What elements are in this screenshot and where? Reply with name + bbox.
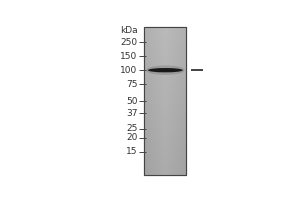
Ellipse shape (146, 65, 184, 75)
Text: 150: 150 (120, 52, 137, 61)
Ellipse shape (148, 68, 183, 72)
Text: 20: 20 (126, 133, 137, 142)
Bar (145, 27, 186, 175)
Text: 100: 100 (120, 66, 137, 75)
Text: 25: 25 (126, 124, 137, 133)
Text: 75: 75 (126, 80, 137, 89)
Text: kDa: kDa (120, 26, 137, 35)
Text: 50: 50 (126, 97, 137, 106)
Text: 15: 15 (126, 147, 137, 156)
Bar (145, 27, 186, 175)
Text: 250: 250 (120, 38, 137, 47)
Text: 37: 37 (126, 109, 137, 118)
